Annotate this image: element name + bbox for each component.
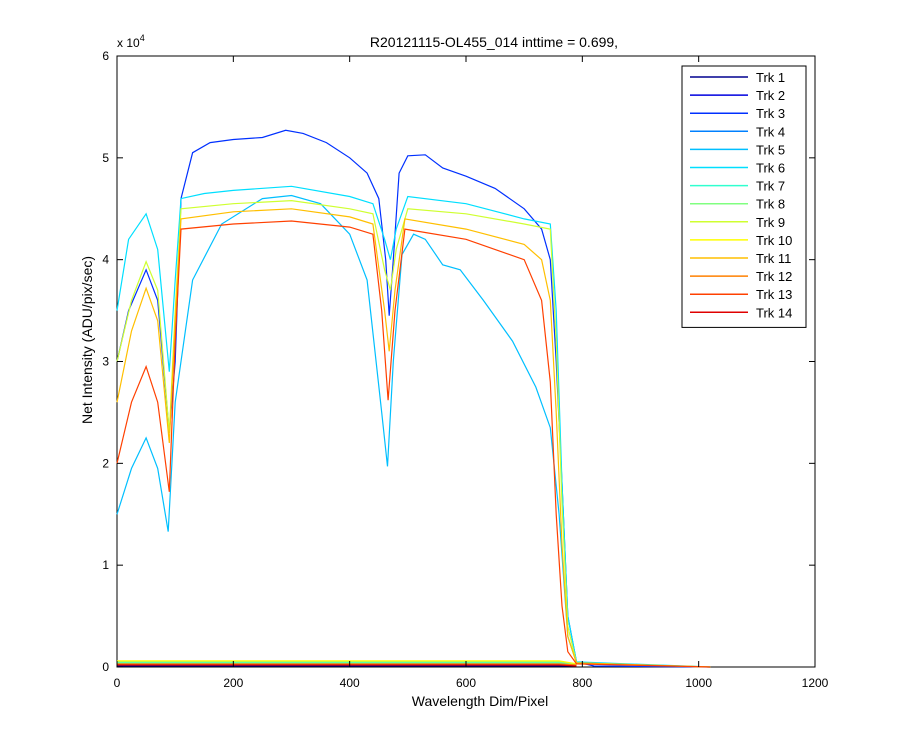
- y-tick-label: 5: [102, 151, 109, 165]
- y-exponent-power: 4: [140, 33, 145, 43]
- y-tick-label: 2: [102, 456, 109, 470]
- series-lines: [116, 129, 711, 668]
- legend-label: Trk 14: [756, 305, 792, 320]
- legend-label: Trk 12: [756, 269, 792, 284]
- legend-label: Trk 13: [756, 287, 792, 302]
- legend-label: Trk 3: [756, 106, 785, 121]
- x-tick-label: 200: [223, 676, 243, 690]
- legend-label: Trk 8: [756, 197, 785, 212]
- y-tick-label: 0: [102, 660, 109, 674]
- y-tick-label: 1: [102, 558, 109, 572]
- series-line-14: [117, 664, 577, 667]
- legend-label: Trk 11: [756, 251, 791, 266]
- x-tick-label: 1200: [802, 676, 829, 690]
- legend-label: Trk 9: [756, 215, 785, 230]
- x-tick-label: 400: [340, 676, 360, 690]
- x-tick-label: 800: [572, 676, 592, 690]
- chart-title: R20121115-OL455_014 inttime = 0.699,: [370, 34, 618, 50]
- series-line-5: [116, 194, 711, 668]
- legend-label: Trk 4: [756, 124, 785, 139]
- y-tick-label: 3: [102, 355, 109, 369]
- x-tick-label: 600: [456, 676, 476, 690]
- y-tick-label: 6: [102, 49, 109, 63]
- series-line-9: [116, 199, 711, 668]
- legend: Trk 1 Trk 2 Trk 3 Trk 4 Trk 5 Trk 6 Trk 7 Trk 8…: [681, 65, 807, 328]
- legend-label: Trk 6: [756, 161, 785, 176]
- x-tick-label: 0: [114, 676, 121, 690]
- legend-label: Trk 2: [756, 88, 785, 103]
- series-line-13: [116, 220, 711, 668]
- y-tick-label: 4: [102, 253, 109, 267]
- x-axis-label: Wavelength Dim/Pixel: [412, 693, 548, 709]
- y-exponent-base: x 10: [117, 36, 140, 50]
- series-line-12: [117, 663, 577, 666]
- series-line-10: [117, 660, 577, 665]
- y-axis-label: Net Intensity (ADU/pix/sec): [79, 256, 95, 424]
- legend-label: Trk 7: [756, 179, 785, 194]
- series-line-6: [116, 185, 711, 668]
- legend-label: Trk 1: [756, 70, 785, 85]
- legend-label: Trk 10: [756, 233, 792, 248]
- legend-label: Trk 5: [756, 142, 785, 157]
- x-tick-label: 1000: [685, 676, 712, 690]
- y-exponent-label: x 104: [117, 33, 145, 50]
- axis-ticks: 0 200 400 600 800 1000 1200 0 1 2 3 4 5 6: [102, 49, 828, 690]
- series-line-11: [116, 208, 711, 668]
- legend-box: [681, 65, 807, 328]
